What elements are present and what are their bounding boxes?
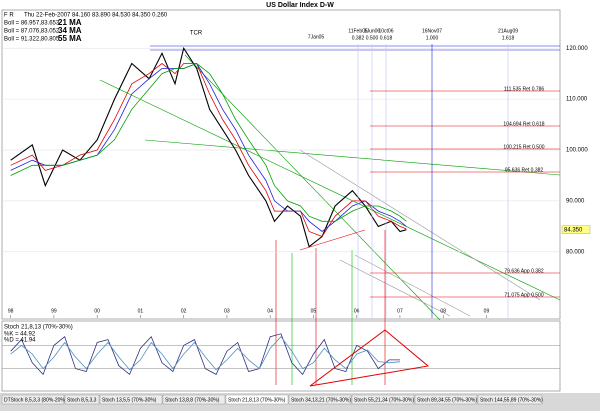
y-tick-label: 80.000 (566, 249, 585, 255)
triangle (309, 329, 430, 387)
legend-label: 34 MA (58, 26, 82, 35)
series-line (10, 46, 407, 248)
legend-boll: Boll = 91.322,80.805 (4, 37, 60, 43)
legend-boll: Boll = 86.957,83.653 (4, 21, 60, 27)
y-tick-label: 90.000 (566, 198, 585, 204)
x-tick-label: 07 (397, 308, 403, 314)
chart-title: US Dollar Index D-W (266, 2, 334, 9)
x-tick-label: 08 (440, 308, 446, 314)
tab-label: Stoch 8,5,3,3 (67, 397, 97, 403)
tab[interactable] (64, 394, 100, 405)
ratio-label: 0.382 (352, 35, 365, 41)
tab[interactable] (288, 394, 352, 405)
date-label: 11Feb05 (348, 28, 368, 34)
legend-label: %K = 44.92 (4, 332, 36, 338)
x-tick-label: 09 (484, 308, 490, 314)
tab-label: Stoch 55,21,34 (70%-30%) (354, 397, 414, 403)
series-line (10, 63, 407, 222)
annotation: TCR (190, 31, 203, 37)
tab-label: Stoch 13,8,8 (70%-30%) (165, 397, 220, 403)
x-tick-label: 04 (267, 308, 273, 314)
tab[interactable] (162, 394, 226, 405)
ratio-label: 1.000 (426, 35, 439, 41)
channel-line (354, 254, 471, 317)
x-tick-label: 98 (8, 308, 14, 314)
ratio-label: 0.500 (366, 35, 379, 41)
level-label: 79.636 App 0.382 (504, 268, 543, 274)
last-price-box (561, 225, 591, 234)
x-tick-label: 03 (224, 308, 230, 314)
date-label: 3Jun06 (364, 28, 381, 34)
stoch-title: Stoch 21,8,13 (70%-30%) (4, 325, 73, 331)
flags: F R (4, 13, 14, 19)
date-label: 16Nov07 (422, 28, 442, 34)
y-tick-label: 100.000 (566, 148, 588, 154)
tab-label: Stoch 21,8,13 (70%-30%) (228, 397, 286, 403)
tab[interactable] (1, 394, 65, 405)
channel-line (339, 259, 451, 317)
level-label: 71.075 App 0.500 (504, 292, 543, 298)
x-tick-label: 01 (138, 308, 144, 314)
tab[interactable] (225, 394, 289, 405)
level-label: 100.215 Ret 0.500 (503, 144, 544, 150)
series-line (10, 333, 400, 376)
tab-label: Stoch 144,55,89 (70%-30%) (480, 397, 543, 403)
date-label: 21Aug09 (498, 28, 518, 34)
x-tick-label: 05 (311, 308, 317, 314)
stoch-frame (1, 320, 561, 392)
series-line (10, 336, 401, 371)
tab-label: Stoch 89,34,55 (70%-30%) (417, 397, 477, 403)
tab-label: Stoch 13,5,5 (70%-30%) (102, 397, 157, 403)
level-label: 111.535 Ret 0.786 (504, 86, 545, 92)
legend-label: 21 MA (58, 18, 82, 27)
legend-label: 55 MA (58, 34, 82, 43)
y-tick-label: 120.000 (566, 46, 588, 52)
x-tick-label: 06 (354, 308, 360, 314)
channel-line (299, 229, 366, 251)
price-frame (1, 9, 561, 320)
legend-label: %D = 41.94 (4, 338, 36, 344)
date-label: 10ct06 (378, 28, 393, 34)
ratio-label: 0.618 (380, 35, 393, 41)
tab[interactable] (477, 394, 543, 405)
tab-label: DTStoch 8,5,3,3 (80%-20%) (4, 397, 67, 403)
x-tick-label: 00 (94, 308, 100, 314)
x-tick-label: 02 (181, 308, 187, 314)
y-tick-label: 110.000 (566, 97, 588, 103)
level-label: 95.636 Ret 0.382 (505, 167, 544, 173)
annotation: 7Jan05 (308, 34, 325, 40)
quote: Thu 22-Feb-2007 84.160 83.890 84.530 84.… (24, 13, 168, 19)
ratio-label: 1.618 (502, 35, 515, 41)
series-line (10, 62, 407, 237)
legend-boll: Boll = 87.076,83.052 (4, 29, 60, 35)
x-tick-label: 99 (51, 308, 57, 314)
channel-line (144, 139, 561, 176)
level-label: 104.694 Ret 0.618 (503, 121, 544, 127)
tab-label: Stoch 34,13,21 (70%-30%) (291, 397, 351, 403)
tab[interactable] (99, 394, 163, 405)
channel-line (299, 149, 541, 301)
last-price-label: 84.350 (564, 227, 583, 233)
tab[interactable] (351, 394, 415, 405)
channel-line (99, 79, 561, 301)
tab[interactable] (414, 394, 478, 405)
